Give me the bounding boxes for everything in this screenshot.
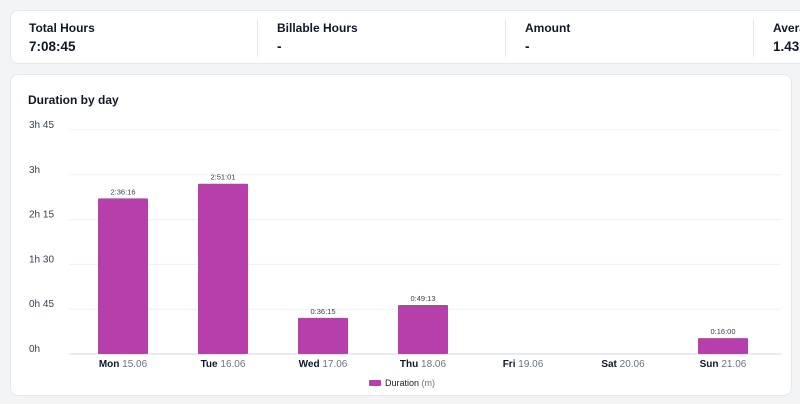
x-tick-date: 17.06 [322,359,347,370]
y-tick-label: 2h 15 [29,210,54,221]
bar [298,317,348,354]
x-tick-label: Fri 19.06 [503,359,544,370]
duration-bar-chart: 0h 0h 45 1h 30 2h 15 3h 3h 45 2:36:16 Mon 15.06… [29,120,781,388]
stat-divider [753,19,754,57]
stat-label-billable-hours: Billable Hours [277,21,358,35]
stats-summary-card: Total Hours 7:08:45 Billable Hours - Amo… [10,10,800,64]
chart-title: Duration by day [28,93,119,107]
x-tick-day: Mon [99,359,122,370]
legend-unit: (m) [422,378,436,388]
x-tick-date: 21.06 [721,359,746,370]
x-tick-label: Sat 20.06 [601,359,645,370]
stat-value-total-hours: 7:08:45 [29,39,76,54]
stat-amount: Amount - [507,11,755,63]
y-tick-label: 3h 45 [29,120,54,131]
stat-label-average: Avera [773,21,800,35]
x-tick-date: 19.06 [518,359,543,370]
y-tick-label: 1h 30 [29,254,54,265]
bar-data-label: 2:36:16 [110,187,135,196]
stat-label-total-hours: Total Hours [29,21,95,35]
x-tick-day: Sun [700,359,722,370]
stat-divider [505,19,506,57]
bar [198,183,248,354]
bar-data-label: 2:51:01 [210,173,235,182]
x-tick-day: Fri [503,359,519,370]
bar-data-label: 0:36:15 [310,307,335,316]
y-tick-label: 3h [29,165,40,176]
bar [98,198,148,354]
bar [398,304,448,354]
x-tick-label: Tue 16.06 [201,359,246,370]
stat-billable-hours: Billable Hours - [259,11,507,63]
x-tick-day: Thu [400,359,421,370]
x-tick-day: Tue [201,359,221,370]
stat-value-amount: - [525,39,530,54]
x-tick-date: 20.06 [620,359,645,370]
stat-divider [257,19,258,57]
duration-chart-card: Duration by day 0h 0h 45 1h 30 2h 15 3h 3h 45… [10,74,792,396]
stat-total-hours: Total Hours 7:08:45 [11,11,259,63]
x-tick-date: 16.06 [220,359,245,370]
x-tick-day: Sat [601,359,619,370]
stat-value-average: 1.43 [773,39,800,54]
x-tick-date: 18.06 [421,359,446,370]
x-tick-date: 15.06 [122,359,147,370]
legend-swatch [369,380,381,386]
bar-data-label: 0:16:00 [710,327,735,336]
x-tick-label: Wed 17.06 [299,359,348,370]
x-tick-day: Wed [299,359,323,370]
y-tick-label: 0h [29,344,40,355]
x-tick-label: Mon 15.06 [99,359,148,370]
x-tick-label: Thu 18.06 [400,359,447,370]
bar [698,338,748,354]
bar-data-label: 0:49:13 [410,294,435,303]
stat-value-billable-hours: - [277,39,282,54]
legend-series-name: Duration [385,378,422,388]
x-tick-label: Sun 21.06 [700,359,747,370]
stat-label-amount: Amount [525,21,571,35]
y-tick-label: 0h 45 [29,299,54,310]
legend-label: Duration (m) [385,378,435,388]
stat-average: Avera 1.43 [755,11,800,63]
